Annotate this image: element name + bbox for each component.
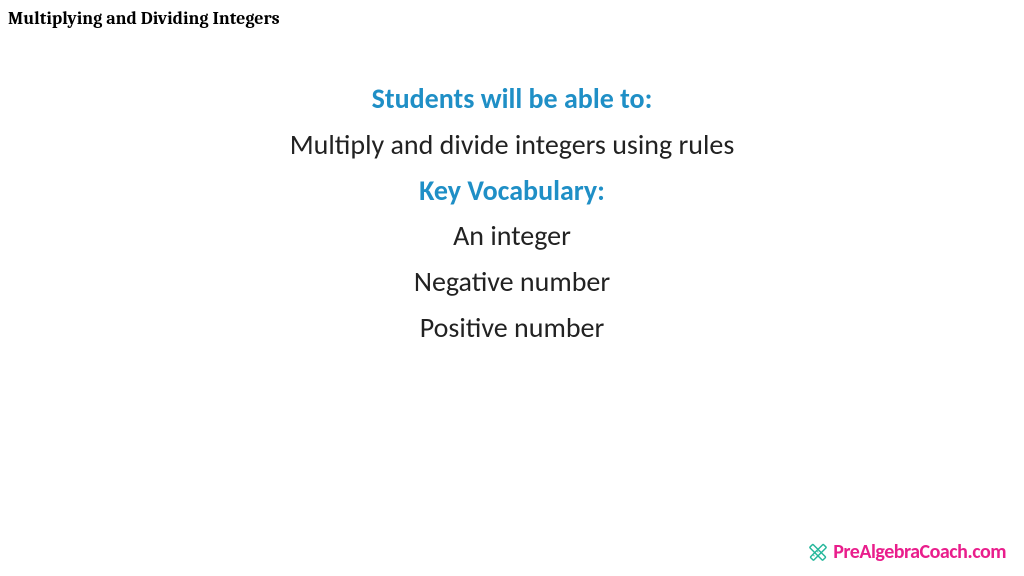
logo-coach: Coach — [920, 540, 968, 564]
objective-heading: Students will be able to: — [0, 80, 1024, 118]
ruler-pencil-icon — [807, 541, 829, 563]
logo-algebra: Algebra — [859, 540, 919, 564]
vocab-item-2: Negative number — [0, 263, 1024, 301]
vocab-item-1: An integer — [0, 217, 1024, 255]
objective-body: Multiply and divide integers using rules — [0, 126, 1024, 164]
vocab-heading: Key Vocabulary: — [0, 172, 1024, 210]
logo-dotcom: .com — [967, 540, 1006, 564]
logo-pre: Pre — [833, 540, 859, 564]
vocab-item-3: Positive number — [0, 309, 1024, 347]
slide-title: Multiplying and Dividing Integers — [8, 8, 280, 29]
content-area: Students will be able to: Multiply and d… — [0, 80, 1024, 355]
logo-text: PreAlgebraCoach.com — [833, 540, 1006, 564]
footer-logo: PreAlgebraCoach.com — [807, 540, 1006, 564]
